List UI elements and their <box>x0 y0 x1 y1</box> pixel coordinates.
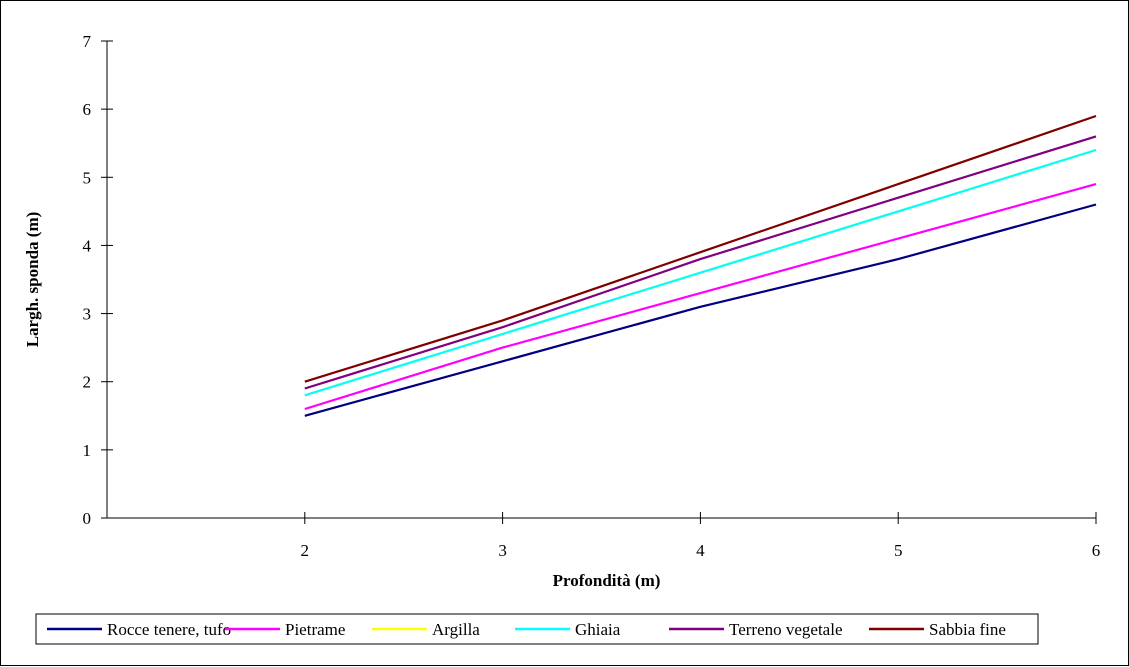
series-line <box>304 135 1097 390</box>
series-line <box>304 114 1097 383</box>
x-tick-label: 6 <box>1092 541 1101 560</box>
y-tick-label: 7 <box>83 32 92 51</box>
x-axis-title: Profondità (m) <box>553 571 661 590</box>
legend-label: Pietrame <box>285 620 345 639</box>
legend: Rocce tenere, tufo Pietrame Argilla Ghiaia T… <box>35 613 1039 645</box>
series-lines <box>304 114 1097 417</box>
x-tick-label: 4 <box>696 541 705 560</box>
y-tick-label: 2 <box>83 373 92 392</box>
x-tick-label: 3 <box>498 541 507 560</box>
y-tick-label: 0 <box>83 509 92 528</box>
y-tick-label: 3 <box>83 305 92 324</box>
series-line <box>304 148 1097 397</box>
y-tick-label: 6 <box>83 100 92 119</box>
series-line <box>304 183 1097 411</box>
axes: 0 1 2 3 4 5 6 7 2 3 4 5 6 <box>83 32 1101 560</box>
x-tick-label: 2 <box>301 541 310 560</box>
y-tick-label: 4 <box>83 236 92 255</box>
legend-label: Terreno vegetale <box>729 620 843 639</box>
y-tick-label: 5 <box>83 168 92 187</box>
legend-label: Sabbia fine <box>929 620 1006 639</box>
legend-label: Argilla <box>432 620 480 639</box>
y-axis-title: Largh. sponda (m) <box>23 212 42 348</box>
legend-label: Ghiaia <box>575 620 621 639</box>
x-tick-label: 5 <box>894 541 903 560</box>
legend-label: Rocce tenere, tufo <box>107 620 231 639</box>
y-tick-label: 1 <box>83 441 92 460</box>
series-line <box>304 203 1097 417</box>
